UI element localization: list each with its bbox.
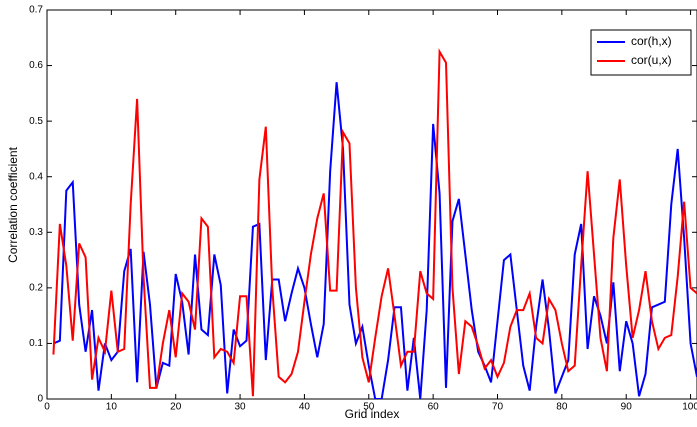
y-tick-label: 0.2 — [29, 282, 43, 293]
y-tick-label: 0.1 — [29, 338, 43, 349]
data-line — [53, 82, 697, 399]
axes-box — [46, 9, 697, 400]
x-tick-label: 70 — [492, 402, 504, 413]
y-tick-label: 0.6 — [29, 60, 43, 71]
y-tick-label: 0 — [37, 394, 43, 405]
data-line — [52, 48, 697, 397]
x-axis-label: Grid index — [345, 407, 400, 421]
x-tick-label: 50 — [363, 402, 375, 413]
x-tick-label: 30 — [235, 402, 247, 413]
y-tick-label: 0.5 — [29, 116, 43, 127]
x-tick-label: 60 — [428, 402, 440, 413]
legend-label: cor(u,x) — [631, 53, 672, 67]
x-tick-label: 40 — [299, 402, 311, 413]
x-tick-label: 90 — [621, 402, 633, 413]
x-tick-label: 80 — [556, 402, 568, 413]
legend-label: cor(h,x) — [631, 34, 672, 48]
y-tick-label: 0.7 — [29, 5, 43, 16]
x-tick-label: 20 — [170, 402, 182, 413]
legend: cor(h,x) cor(u,x) — [590, 29, 692, 76]
y-tick-label: 0.3 — [29, 227, 43, 238]
x-tick-label: 0 — [44, 402, 50, 413]
plot-area — [52, 48, 697, 399]
legend-box — [590, 29, 692, 76]
x-tick-label: 100 — [682, 402, 697, 413]
x-tick-label: 10 — [106, 402, 118, 413]
y-axis-label: Correlation coefficient — [6, 146, 20, 263]
y-tick-label: 0.4 — [29, 171, 43, 182]
